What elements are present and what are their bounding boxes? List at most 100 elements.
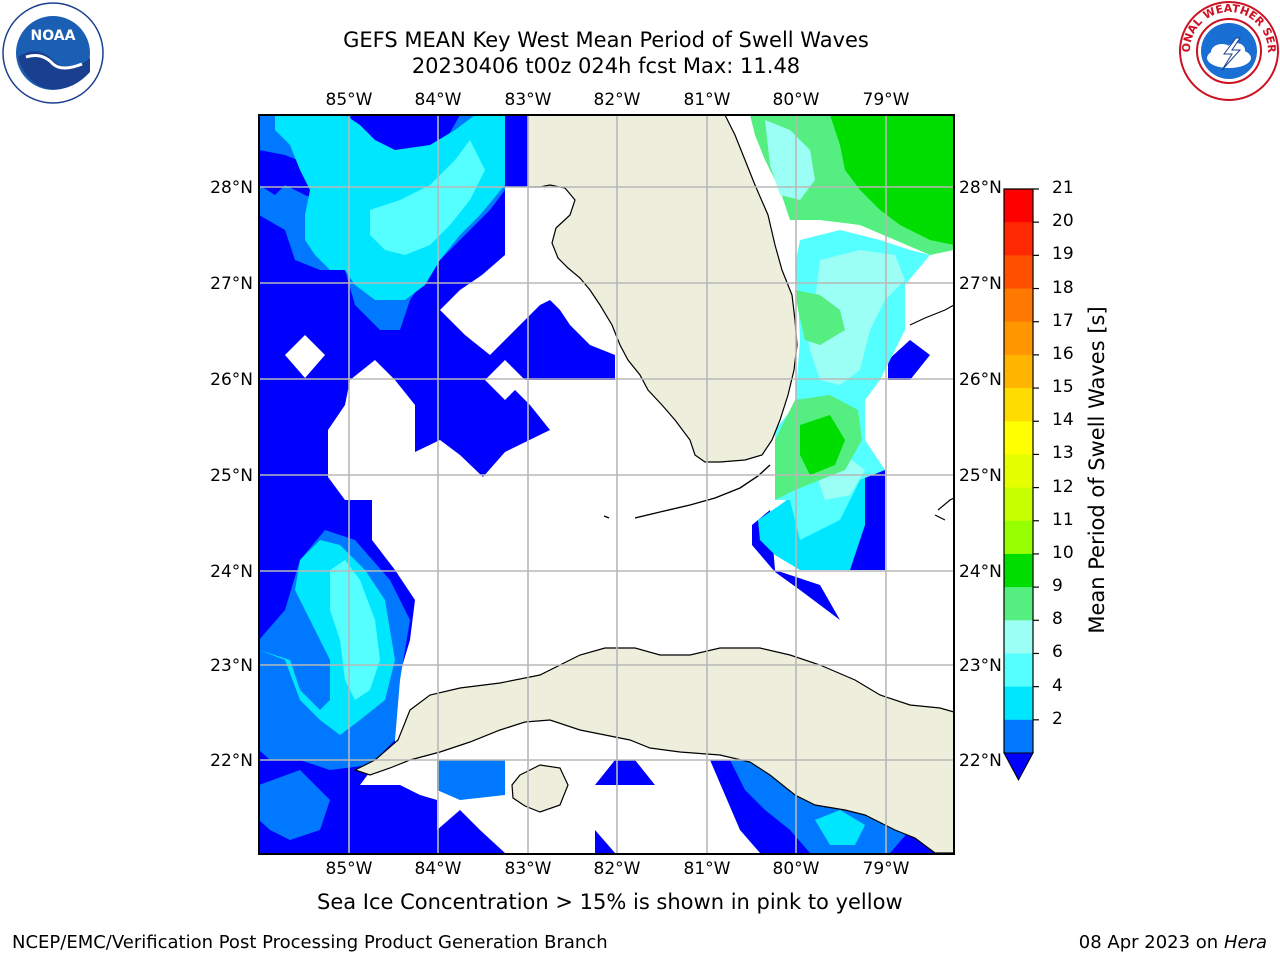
south-patch-2-4b xyxy=(595,830,615,853)
colorbar-tick-label: 16 xyxy=(1052,343,1074,364)
east-field-10-11b xyxy=(795,290,845,345)
lat-label: 25°N xyxy=(210,466,253,486)
colorbar-tick-label: 4 xyxy=(1052,675,1063,696)
map-title: GEFS MEAN Key West Mean Period of Swell … xyxy=(343,28,869,52)
colorbar-tick-label: 12 xyxy=(1052,476,1074,497)
lat-labels-left: 28°N 27°N 26°N 25°N 24°N 23°N 22°N xyxy=(210,178,253,771)
colorbar-segment xyxy=(1004,686,1033,721)
sea-ice-note: Sea Ice Concentration > 15% is shown in … xyxy=(317,890,903,914)
colorbar-tick-label: 15 xyxy=(1052,377,1074,398)
lon-label: 79°W xyxy=(863,90,910,110)
lon-label: 83°W xyxy=(505,90,552,110)
dry-tortugas xyxy=(603,515,610,519)
lon-label: 85°W xyxy=(326,859,373,879)
florida-keys xyxy=(634,464,771,519)
lat-label: 22°N xyxy=(959,751,1002,771)
colorbar-segment xyxy=(1004,587,1033,621)
lat-label: 26°N xyxy=(210,370,253,390)
colorbar-tick-label: 2 xyxy=(1052,708,1063,729)
lat-label: 28°N xyxy=(959,178,1002,198)
south-patch-2-4 xyxy=(595,760,655,785)
east-field-2-4 xyxy=(752,510,840,620)
lat-label: 22°N xyxy=(210,751,253,771)
colorbar-tick-label: 14 xyxy=(1052,410,1074,431)
colorbar-tick-label: 6 xyxy=(1052,642,1063,663)
colorbar-segment xyxy=(1004,388,1033,422)
lat-label: 25°N xyxy=(959,466,1002,486)
west-field-4-6e xyxy=(437,760,505,800)
colorbar-tick-label: 11 xyxy=(1052,509,1074,530)
east-field-11-12b xyxy=(800,415,845,475)
map-area xyxy=(259,115,954,854)
lon-label: 79°W xyxy=(863,859,910,879)
footer-credit: NCEP/EMC/Verification Post Processing Pr… xyxy=(12,932,608,953)
east-field-hole xyxy=(915,275,954,330)
lat-label: 28°N xyxy=(210,178,253,198)
east-field-4-6 xyxy=(730,760,910,853)
lat-label: 23°N xyxy=(210,656,253,676)
lon-label: 84°W xyxy=(415,859,462,879)
east-field-2-4c xyxy=(888,340,930,380)
lon-label: 84°W xyxy=(415,90,462,110)
west-field-hole2 xyxy=(485,360,525,400)
colorbar-extension xyxy=(1003,752,1034,782)
footer-host: Hera xyxy=(1223,932,1267,953)
east-field-11-12 xyxy=(830,115,954,245)
colorbar-label: Mean Period of Swell Waves [s] xyxy=(1085,306,1109,634)
colorbar-segment xyxy=(1004,653,1033,688)
colorbar-tick-label: 18 xyxy=(1052,277,1074,298)
lat-label: 26°N xyxy=(959,370,1002,390)
lon-label: 80°W xyxy=(773,859,820,879)
lon-label: 83°W xyxy=(505,859,552,879)
colorbar-tick-label: 19 xyxy=(1052,244,1074,265)
lat-label: 23°N xyxy=(959,656,1002,676)
colorbar-segment xyxy=(1004,487,1033,522)
lat-label: 27°N xyxy=(210,274,253,294)
lon-label: 85°W xyxy=(326,90,373,110)
colorbar-tick-label: 13 xyxy=(1052,443,1074,464)
footer-date-text: 08 Apr 2023 on xyxy=(1078,932,1224,953)
lat-labels-right: 28°N 27°N 26°N 25°N 24°N 23°N 22°N xyxy=(959,178,1002,771)
colorbar-segment xyxy=(1004,520,1033,555)
lon-label: 80°W xyxy=(773,90,820,110)
colorbar-segment xyxy=(1004,454,1033,489)
colorbar-segment xyxy=(1004,288,1033,323)
footer-date: 08 Apr 2023 on Hera xyxy=(1079,932,1267,953)
lon-labels-bottom: 85°W 84°W 83°W 82°W 81°W 80°W 79°W xyxy=(326,859,910,879)
colorbar-tick-label: 20 xyxy=(1052,211,1074,232)
lon-label: 82°W xyxy=(594,859,641,879)
colorbar-tick-label: 21 xyxy=(1052,178,1074,198)
lat-label: 27°N xyxy=(959,274,1002,294)
colorbar-segment xyxy=(1004,354,1033,389)
map-subtitle: 20230406 t00z 024h fcst Max: 11.48 xyxy=(411,54,801,78)
grid-lines xyxy=(259,115,954,854)
west-field-8-9 xyxy=(370,140,485,255)
colorbar xyxy=(1003,188,1039,782)
lat-label: 24°N xyxy=(959,562,1002,582)
colorbar-tick-label: 8 xyxy=(1052,609,1063,630)
map-frame xyxy=(258,114,955,855)
nws-logo: NATIONAL WEATHER SERVICE xyxy=(1178,0,1279,101)
colorbar-segment xyxy=(1004,620,1033,654)
colorbar-segment xyxy=(1004,222,1033,256)
isle-of-youth xyxy=(511,764,569,813)
lon-label: 81°W xyxy=(684,90,731,110)
lon-label: 81°W xyxy=(684,859,731,879)
noaa-logo: NOAA xyxy=(2,2,104,104)
noaa-logo-text: NOAA xyxy=(31,28,76,44)
colorbar-segment xyxy=(1004,553,1033,588)
florida-land xyxy=(527,115,798,463)
colorbar-segment xyxy=(1004,189,1033,223)
colorbar-segment xyxy=(1004,719,1033,754)
colorbar-segment xyxy=(1004,321,1033,356)
lon-label: 82°W xyxy=(594,90,641,110)
lon-labels-top: 85°W 84°W 83°W 82°W 81°W 80°W 79°W xyxy=(326,90,910,110)
lat-label: 24°N xyxy=(210,562,253,582)
east-field-9-10c xyxy=(765,120,815,200)
colorbar-tick-label: 9 xyxy=(1052,576,1063,597)
west-field-4-6d xyxy=(259,770,330,840)
bahamas-coast xyxy=(909,304,954,521)
east-field-6-8 xyxy=(815,810,865,845)
west-field-hole xyxy=(285,335,325,378)
